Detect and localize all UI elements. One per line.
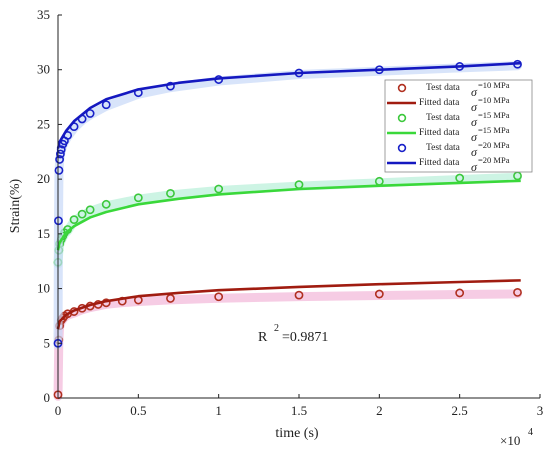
x-axis-ticks: 0 0.5 1 1.5 2 2.5 3 (55, 394, 544, 418)
y-tick-label: 0 (44, 390, 51, 405)
y-tick-label: 10 (37, 281, 50, 296)
legend-marker (397, 113, 407, 123)
annotation-exponent: 2 (274, 323, 279, 334)
legend-sigma-symbol: σ (471, 145, 478, 159)
x-axis-multiplier: ×10 (500, 433, 520, 448)
series-4-point (55, 155, 65, 164)
legend-stress-label: =15 MPa (478, 110, 510, 120)
legend-sigma-symbol: σ (471, 160, 478, 174)
series-4-point (54, 165, 64, 175)
series-0-point (455, 288, 465, 298)
x-tick-label: 1.5 (291, 403, 307, 418)
series-2-point (77, 209, 87, 219)
legend-marker (397, 143, 407, 153)
x-axis-multiplier-exponent: 4 (528, 427, 533, 438)
legend-stress-label: =15 MPa (478, 125, 510, 135)
series-4-point (101, 100, 111, 110)
legend-stress-label: =20 MPa (478, 155, 510, 165)
legend-entry-label: Fitted data (419, 158, 460, 168)
x-tick-label: 1 (215, 403, 222, 418)
y-axis-ticks: 0 5 10 15 20 25 30 35 (37, 7, 62, 405)
series-2-point (166, 188, 175, 198)
x-axis-label: time (s) (275, 426, 318, 441)
series-4-halo (53, 61, 523, 350)
series-4-point (166, 81, 175, 91)
series-2-point (133, 193, 143, 203)
y-tick-label: 30 (37, 62, 50, 77)
legend-sigma-symbol: σ (471, 115, 478, 129)
legend-entry-label: Fitted data (419, 98, 460, 108)
series-0-point (294, 290, 304, 300)
y-tick-label: 5 (44, 335, 51, 350)
x-tick-label: 3 (537, 403, 544, 418)
y-tick-label: 20 (37, 171, 50, 186)
r-squared-annotation: R 2 =0.9871 (258, 323, 328, 345)
legend-stress-label: =20 MPa (478, 140, 510, 150)
x-tick-label: 2.5 (452, 403, 468, 418)
legend-sigma-symbol: σ (471, 85, 478, 99)
annotation-base: R (258, 330, 268, 345)
legend-sigma-symbol: σ (471, 100, 478, 114)
series-2-point (455, 173, 465, 183)
series-2-point (101, 199, 111, 209)
series-2-point (69, 215, 79, 225)
series-2-point (85, 205, 95, 215)
y-tick-label: 25 (37, 116, 50, 131)
series-3-line (56, 179, 521, 251)
legend-sigma-symbol: σ (471, 130, 478, 144)
series-2-point (214, 184, 224, 194)
series-0-point (374, 289, 384, 299)
legend-box (384, 79, 533, 173)
series-5-line (56, 61, 521, 149)
y-axis-label: Strain(%) (8, 178, 23, 233)
legend-stress-label: =10 MPa (478, 95, 510, 105)
annotation-value: =0.9871 (282, 330, 328, 345)
legend-entry-label: Test data (426, 143, 461, 153)
legend-entry-label: Fitted data (419, 128, 460, 138)
x-tick-label: 2 (376, 403, 383, 418)
legend-stress-label: =10 MPa (478, 80, 510, 90)
series-0-point (214, 292, 224, 302)
y-tick-label: 15 (37, 226, 50, 241)
data-marks (53, 59, 523, 401)
series-4-point (56, 149, 65, 159)
series-0-point (513, 288, 522, 297)
legend-entry-label: Test data (426, 113, 461, 123)
y-tick-label: 35 (37, 7, 50, 22)
series-1-line (56, 279, 521, 330)
x-tick-label: 0 (55, 403, 62, 418)
legend-marker (397, 83, 407, 93)
x-tick-label: 0.5 (130, 403, 146, 418)
series-4-point (85, 109, 95, 118)
legend-entry-label: Test data (426, 83, 461, 93)
